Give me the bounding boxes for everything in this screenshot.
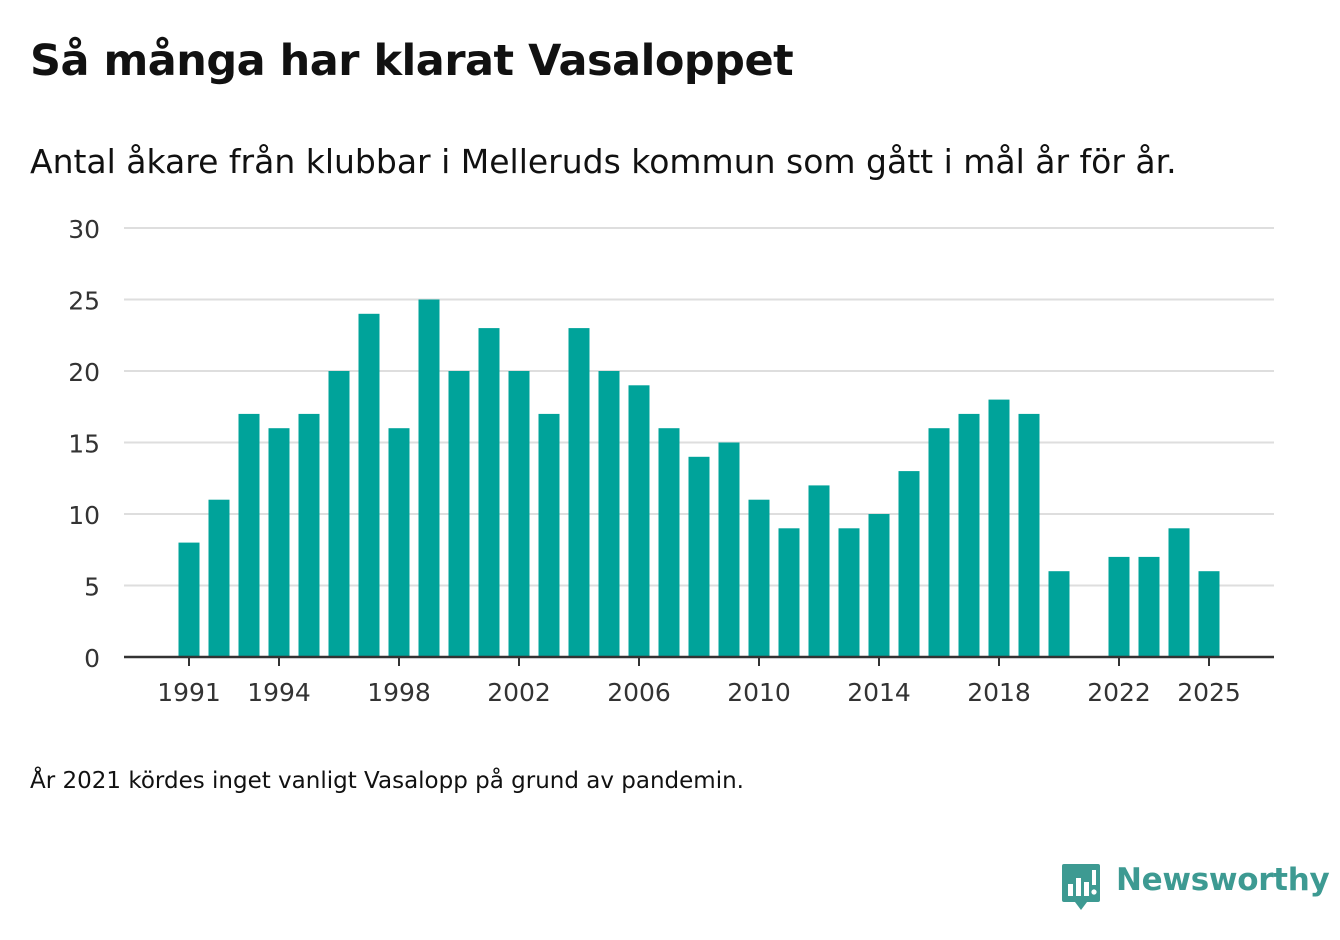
chart-subtitle: Antal åkare från klubbar i Melleruds kom…: [30, 142, 1177, 181]
chart-footnote: År 2021 kördes inget vanligt Vasalopp på…: [30, 768, 744, 794]
y-tick-label: 15: [68, 430, 100, 459]
bar: [388, 428, 410, 657]
brand-logo: Newsworthy: [1060, 860, 1330, 912]
x-tick-label: 2018: [967, 678, 1031, 707]
x-tick-label: 1994: [247, 678, 311, 707]
bar: [178, 542, 200, 657]
y-tick-label: 25: [68, 287, 100, 316]
bars: [178, 299, 1220, 657]
bar: [238, 413, 260, 657]
bar: [1048, 571, 1070, 657]
bar: [598, 371, 620, 657]
bar: [538, 413, 560, 657]
x-tick-label: 1991: [157, 678, 221, 707]
y-tick-label: 10: [68, 501, 100, 530]
x-tick-label: 2010: [727, 678, 791, 707]
brand-name: Newsworthy: [1116, 862, 1330, 898]
y-tick-label: 30: [68, 215, 100, 244]
bar: [1198, 571, 1220, 657]
bar: [1138, 556, 1160, 657]
bar: [868, 514, 890, 657]
y-tick-label: 0: [84, 644, 100, 673]
bar: [268, 428, 290, 657]
bar: [418, 299, 440, 657]
y-tick-label: 5: [84, 573, 100, 602]
chart-title: Så många har klarat Vasaloppet: [30, 36, 794, 86]
x-tick-label: 2006: [607, 678, 671, 707]
bar: [358, 313, 380, 657]
x-tick-label: 2022: [1087, 678, 1151, 707]
bar: [448, 371, 470, 657]
bar: [718, 442, 740, 657]
bar: [328, 371, 350, 657]
bar: [208, 499, 230, 657]
bar: [658, 428, 680, 657]
bar: [628, 385, 650, 657]
bar: [298, 413, 320, 657]
x-axis-ticks: 1991 1994 1998 2002 2006 2010 2014 2018 2022 2025: [157, 657, 1241, 707]
bar: [778, 528, 800, 657]
bar: [478, 328, 500, 657]
bar: [808, 485, 830, 657]
bar: [898, 471, 920, 657]
bar: [508, 371, 530, 657]
bar: [748, 499, 770, 657]
x-tick-label: 1998: [367, 678, 431, 707]
bar-chart-speech-bubble-icon: [1062, 864, 1100, 910]
x-tick-label: 2014: [847, 678, 911, 707]
y-tick-label: 20: [68, 358, 100, 387]
bar: [988, 399, 1010, 657]
x-tick-label: 2002: [487, 678, 551, 707]
bar: [1018, 413, 1040, 657]
bar: [1108, 556, 1130, 657]
x-tick-label: 2025: [1177, 678, 1241, 707]
bar: [958, 413, 980, 657]
bar: [568, 328, 590, 657]
bar: [928, 428, 950, 657]
bar: [688, 456, 710, 657]
bar: [1168, 528, 1190, 657]
bar: [838, 528, 860, 657]
y-axis-tick-labels: 0 5 10 15 20 25 30: [68, 215, 100, 673]
